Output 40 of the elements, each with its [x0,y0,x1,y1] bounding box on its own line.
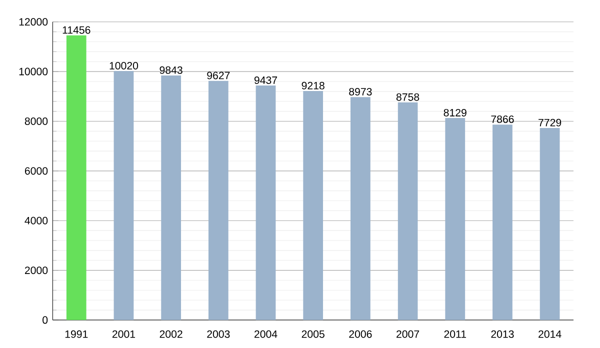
y-tick-label: 12000 [19,18,48,26]
x-tick-label: 2002 [160,330,182,338]
x-tick-label: 2003 [207,330,230,338]
x-tick-label: 2013 [491,330,514,338]
x-tick-label: 1991 [65,330,88,338]
y-tick-label: 6000 [24,167,48,175]
data-label: 7866 [491,116,514,124]
data-label: 11456 [62,26,90,34]
bar [208,80,228,320]
data-label: 9437 [254,76,278,84]
y-tick-label: 4000 [24,216,48,224]
bar [445,118,466,320]
bar [492,124,512,320]
bar [114,71,134,320]
bar [303,91,324,320]
y-tick-label: 0 [42,316,48,324]
x-tick-label: 2006 [349,330,372,338]
bar [161,76,182,320]
y-tick-label: 8000 [24,118,48,126]
bar [350,97,370,320]
bar [540,128,560,320]
data-label: 8758 [396,93,420,101]
x-tick-label: 2004 [254,330,278,338]
data-label: 9218 [302,82,324,90]
y-tick-label: 10000 [19,68,48,76]
x-tick-label: 2011 [444,330,466,338]
x-tick-label: 2014 [538,330,562,338]
x-tick-label: 2005 [302,330,324,338]
bar [256,86,276,320]
x-tick-label: 2007 [396,330,420,338]
x-tick-label: 2001 [112,330,136,338]
data-label: 10020 [110,62,138,70]
y-tick-label: 2000 [24,266,48,274]
data-label: 7729 [538,118,562,126]
data-label: 8129 [444,109,466,117]
bar [398,102,418,320]
data-label: 8973 [349,88,372,96]
data-label: 9843 [160,66,182,74]
bar [66,35,86,320]
data-label: 9627 [207,72,230,80]
